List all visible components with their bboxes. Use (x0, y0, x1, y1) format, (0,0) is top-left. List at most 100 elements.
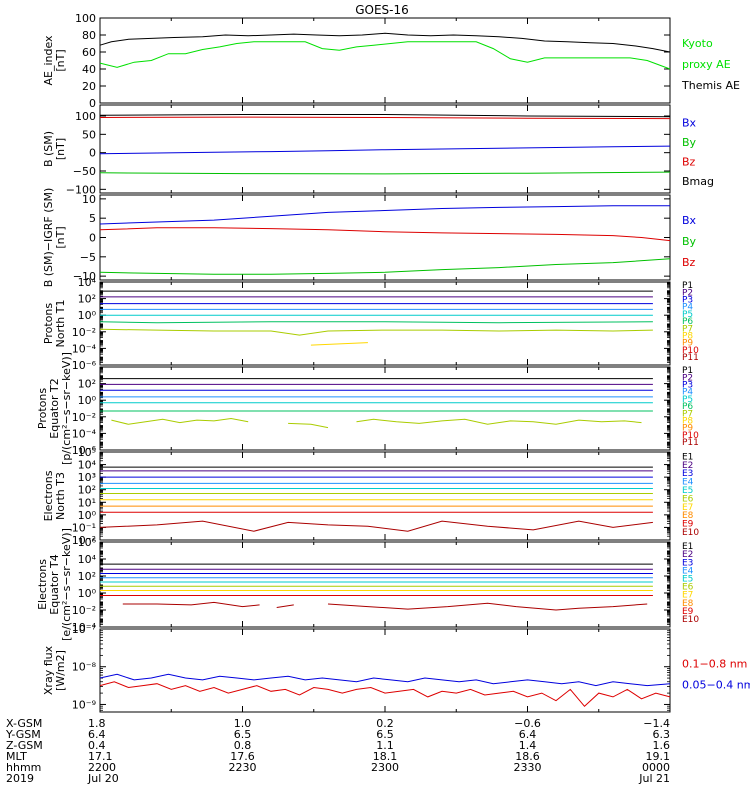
x-axis-row-label: MLT (6, 750, 27, 763)
y-tick-label: 10 (82, 193, 96, 206)
legend-entry: P6 (682, 317, 693, 327)
series-line-10 (99, 520, 653, 532)
x-axis-value: 2330 (514, 761, 542, 774)
series-line-8 (288, 422, 329, 429)
legend-entry: P2 (682, 373, 693, 383)
series-line-9 (356, 418, 642, 425)
legend-entry: P7 (682, 324, 693, 334)
y-tick-label: 5 (89, 212, 96, 225)
y-axis-label: ElectronsEquator T4[e/(cm²−s−sr−keV)] (36, 528, 73, 641)
panel-pt2: 10⁻⁶ 10⁻⁴ 10⁻² 10⁰ 10² ProtonsEquator T2[p/(c… (36, 352, 699, 465)
y-axis-label-line: Equator T4 (48, 554, 61, 614)
series-line-3 (99, 145, 671, 155)
legend-entry: E6 (682, 583, 694, 593)
legend-entry: E7 (682, 591, 693, 601)
y-tick-label: 40 (82, 63, 96, 76)
legend-entry: P5 (682, 395, 693, 405)
y-tick-label: 10⁻² (72, 411, 96, 424)
legend-entry: E5 (682, 486, 693, 496)
series-line-6 (99, 321, 653, 324)
legend-entry: P5 (682, 310, 693, 320)
y-tick-label: 80 (82, 29, 96, 42)
y-axis-label-line: [nT] (54, 226, 67, 248)
x-axis-row-label: hhmm (6, 761, 41, 774)
y-tick-label: 10⁻⁹ (72, 698, 96, 711)
y-axis-label: ProtonsEquator T2[p/(cm²−s−sr−keV)] (36, 352, 73, 465)
y-tick-label: 60 (82, 46, 96, 59)
y-tick-label: 10⁻⁴ (72, 342, 97, 355)
legend-entry: P2 (682, 288, 693, 298)
legend-entry: P9 (682, 339, 693, 349)
legend-entry: P3 (682, 381, 693, 391)
series-line-1 (99, 205, 670, 225)
series-line-3 (99, 258, 671, 275)
y-axis-label-line: North T3 (54, 472, 67, 520)
legend-entry: E7 (682, 503, 693, 513)
y-axis-label: B (SM)−IGRF (SM)[nT] (42, 188, 67, 288)
y-axis-label: AE_index[nT] (42, 35, 67, 86)
y-axis-label: ElectronsNorth T3 (42, 470, 67, 521)
series-line-4 (99, 171, 671, 175)
y-tick-label: 10⁻² (72, 604, 96, 617)
legend-entry: E3 (682, 558, 693, 568)
y-tick-label: 10⁰ (78, 509, 97, 522)
y-tick-label: 10² (78, 293, 96, 306)
y-tick-label: 10⁻² (72, 326, 96, 339)
y-axis-label-line: Protons (42, 303, 55, 344)
x-axis-value: 1.6 (653, 739, 671, 752)
panel-frame (99, 17, 671, 104)
legend-entry: Kyoto (682, 37, 713, 50)
y-tick-label: 10⁶ (78, 536, 97, 549)
series-line-1 (99, 673, 671, 687)
x-axis-value: 0.2 (376, 717, 394, 730)
series-line-7 (111, 417, 249, 425)
legend-entry: Themis AE (681, 79, 740, 92)
y-tick-label: 10⁻⁸ (72, 661, 97, 674)
x-axis-value: −1.4 (643, 717, 670, 730)
y-tick-label: 10⁻⁶ (72, 359, 97, 372)
x-axis-value: 6.3 (653, 728, 671, 741)
series-line-2 (99, 227, 671, 242)
y-axis-label: Xray flux[W/m2] (42, 645, 67, 695)
x-axis-row-label: Z-GSM (6, 739, 43, 752)
legend-entry: E2 (682, 550, 693, 560)
y-tick-label: 0 (89, 232, 96, 245)
x-axis-value: 0000 (642, 761, 670, 774)
x-axis-value: 6.4 (88, 728, 106, 741)
legend-entry: P1 (682, 366, 693, 376)
y-tick-label: −100 (66, 183, 96, 196)
legend-entry: Bz (682, 156, 696, 169)
y-tick-label: 10⁰ (78, 587, 97, 600)
series-line-2 (99, 681, 671, 708)
legend-entry: Bx (682, 117, 697, 130)
panel-et4: 10⁻⁴ 10⁻² 10⁰ 10² 10⁴ 10⁶ ElectronsEquator T4[… (36, 528, 699, 641)
legend-entry: E9 (682, 607, 694, 617)
plot-title: GOES-16 (355, 3, 409, 17)
y-tick-label: 10⁻⁶ (72, 444, 97, 457)
panel-bigrf: −10 −5 0 5 10 B (SM)−IGRF (SM)[nT] Bx By Bz (42, 188, 697, 288)
y-tick-label: 20 (82, 80, 96, 93)
panel-frame (99, 451, 671, 541)
legend-entry: Bz (682, 256, 696, 269)
y-axis-label-line: Electrons (42, 470, 55, 521)
y-axis-label-line: Protons (36, 388, 49, 429)
x-axis-value: 6.5 (376, 728, 394, 741)
legend-entry: E4 (682, 478, 694, 488)
y-axis-label-line: B (SM) (42, 131, 55, 167)
panel-pt1: 10⁻⁶ 10⁻⁴ 10⁻² 10⁰ 10² 10⁴ ProtonsNorth T1 P1P2… (42, 276, 699, 372)
series-line-9 (122, 601, 260, 608)
panel-frame (99, 628, 671, 713)
x-axis-value: 6.5 (234, 728, 252, 741)
x-axis-value: 2230 (229, 761, 257, 774)
legend-entry: E6 (682, 494, 694, 504)
legend-entry: P9 (682, 424, 693, 434)
y-axis-label-line: Equator T2 (48, 378, 61, 438)
y-tick-label: 50 (82, 128, 96, 141)
y-tick-label: 10⁴ (78, 276, 97, 289)
panel-ae: 0 20 40 60 80 100 AE_index[nT] Kyoto proxy AE The… (42, 12, 740, 110)
legend-entry: P8 (682, 417, 693, 427)
y-axis-label-line: B (SM)−IGRF (SM) (42, 188, 55, 288)
legend-entry: By (682, 136, 697, 149)
